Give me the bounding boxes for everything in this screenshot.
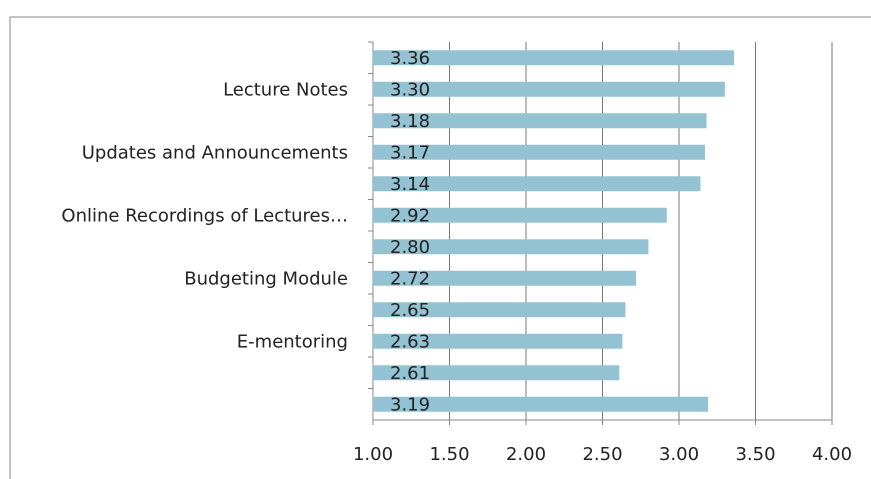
bar bbox=[373, 176, 701, 192]
x-tick-label: 2.50 bbox=[582, 444, 622, 465]
value-label: 2.65 bbox=[390, 300, 430, 321]
y-tick-label: Budgeting Module bbox=[184, 268, 348, 289]
value-label: 2.72 bbox=[390, 268, 430, 289]
value-label: 3.17 bbox=[390, 142, 430, 163]
x-tick-label: 1.50 bbox=[429, 444, 469, 465]
value-label: 2.92 bbox=[390, 205, 430, 226]
bar bbox=[373, 50, 735, 66]
bar bbox=[373, 81, 725, 97]
bar bbox=[373, 302, 626, 318]
bar bbox=[373, 113, 707, 129]
bar bbox=[373, 333, 623, 349]
bar bbox=[373, 270, 637, 286]
x-tick-label: 3.00 bbox=[659, 444, 699, 465]
x-tick-label: 1.00 bbox=[353, 444, 393, 465]
value-label: 2.61 bbox=[390, 363, 430, 384]
bar bbox=[373, 207, 667, 223]
x-tick-label: 4.00 bbox=[812, 444, 852, 465]
y-tick-label: E-mentoring bbox=[237, 331, 348, 352]
bar bbox=[373, 239, 649, 255]
value-label: 3.14 bbox=[390, 174, 430, 195]
value-label: 2.63 bbox=[390, 331, 430, 352]
bar bbox=[373, 365, 620, 381]
value-label: 3.36 bbox=[390, 48, 430, 69]
y-tick-label: Lecture Notes bbox=[223, 79, 348, 100]
value-label: 2.80 bbox=[390, 237, 430, 258]
bar bbox=[373, 396, 709, 412]
bar bbox=[373, 144, 706, 160]
value-label: 3.18 bbox=[390, 111, 430, 132]
value-label: 3.19 bbox=[390, 394, 430, 415]
y-tick-label: Updates and Announcements bbox=[82, 142, 348, 163]
x-tick-label: 2.00 bbox=[506, 444, 546, 465]
y-tick-label: Online Recordings of Lectures… bbox=[61, 205, 348, 226]
value-label: 3.30 bbox=[390, 79, 430, 100]
x-tick-label: 3.50 bbox=[735, 444, 775, 465]
